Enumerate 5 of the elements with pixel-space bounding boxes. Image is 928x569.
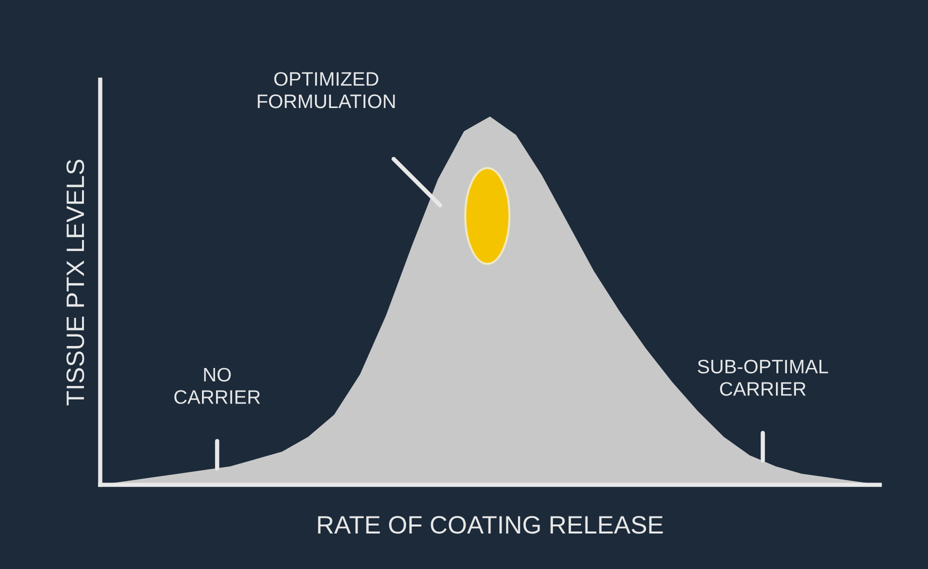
text: OPTIMIZED FORMULATION [258,72,395,108]
annotation: SUB-OPTIMAL CARRIER [698,360,828,396]
x-axis-title: RATE OF COATING RELEASE [318,516,663,534]
annotation: NO CARRIER [174,368,260,404]
y-axis-title: TISSUE PTX LEVELS [66,160,84,406]
